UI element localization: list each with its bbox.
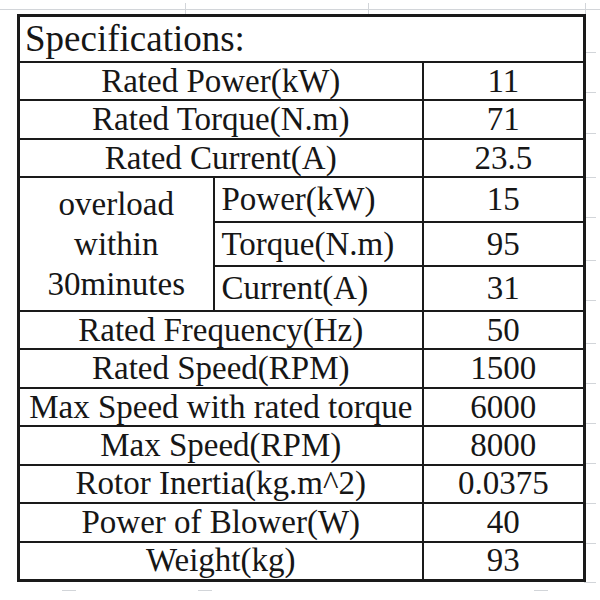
row-value: 8000 [423, 426, 585, 464]
gridline-stub [585, 3, 586, 14]
row-label: Weight(kg) [19, 542, 423, 581]
row-sublabel: Current(A) [214, 266, 423, 311]
table-row: Rated Frequency(Hz) 50 [19, 311, 585, 349]
table-row: Power of Blower(W) 40 [19, 503, 585, 541]
row-label: Max Speed with rated torque [19, 388, 423, 426]
row-value: 31 [423, 266, 585, 311]
overload-line: 30minutes [20, 264, 213, 304]
overload-line: within [20, 224, 213, 264]
row-value: 1500 [423, 349, 585, 387]
gridline-stub [62, 590, 76, 591]
overload-line: overload [20, 184, 213, 224]
row-sublabel: Power(kW) [214, 177, 423, 222]
table-title: Specifications: [19, 16, 585, 63]
table-row: Rated Speed(RPM) 1500 [19, 349, 585, 387]
row-value: 23.5 [423, 139, 585, 177]
row-value: 6000 [423, 388, 585, 426]
row-label: Rated Speed(RPM) [19, 349, 423, 387]
row-value: 50 [423, 311, 585, 349]
table-row: Weight(kg) 93 [19, 542, 585, 581]
table-row: Max Speed with rated torque 6000 [19, 388, 585, 426]
table-row: Rated Current(A) 23.5 [19, 139, 585, 177]
gridline-stub [185, 3, 186, 14]
row-label: Max Speed(RPM) [19, 426, 423, 464]
table-row: overload within 30minutes Power(kW) 15 [19, 177, 585, 222]
table-row: Rated Power(kW) 11 [19, 62, 585, 100]
row-value: 95 [423, 222, 585, 267]
spreadsheet-canvas: Specifications: Rated Power(kW) 11 Rated… [0, 0, 600, 600]
row-sublabel: Torque(N.m) [214, 222, 423, 267]
specifications-table: Specifications: Rated Power(kW) 11 Rated… [17, 14, 586, 582]
gridline-stub [534, 590, 548, 591]
row-value: 11 [423, 62, 585, 100]
row-label: Rotor Inertia(kg.m^2) [19, 465, 423, 503]
row-label: Rated Current(A) [19, 139, 423, 177]
row-value: 93 [423, 542, 585, 581]
overload-group-label: overload within 30minutes [19, 177, 214, 311]
table-header-row: Specifications: [19, 16, 585, 63]
row-label: Rated Frequency(Hz) [19, 311, 423, 349]
gridline-top [0, 9, 600, 10]
row-label: Rated Torque(N.m) [19, 100, 423, 138]
gridline-stub [584, 582, 596, 583]
row-label: Rated Power(kW) [19, 62, 423, 100]
gridline-stub [368, 3, 369, 14]
row-value: 71 [423, 100, 585, 138]
table-row: Rotor Inertia(kg.m^2) 0.0375 [19, 465, 585, 503]
row-value: 0.0375 [423, 465, 585, 503]
row-value: 15 [423, 177, 585, 222]
gridline-stub [198, 590, 212, 591]
table-row: Rated Torque(N.m) 71 [19, 100, 585, 138]
row-label: Power of Blower(W) [19, 503, 423, 541]
table-row: Max Speed(RPM) 8000 [19, 426, 585, 464]
row-value: 40 [423, 503, 585, 541]
